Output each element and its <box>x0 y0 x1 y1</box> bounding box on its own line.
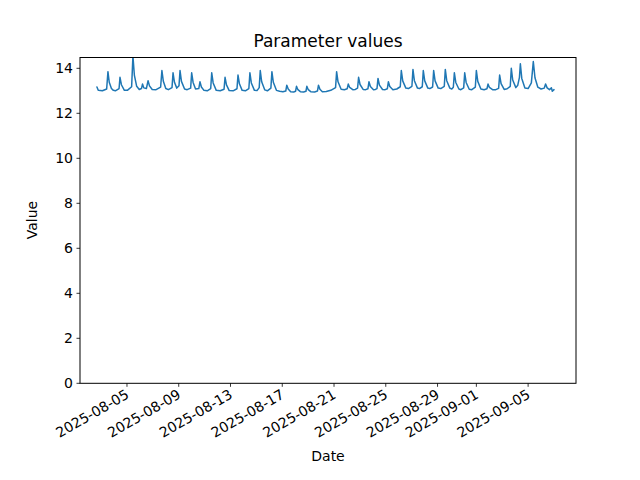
y-tick-label: 4 <box>64 285 73 301</box>
matplotlib-figure: Parameter values Date Value 02468101214 … <box>0 0 640 480</box>
y-tick-label: 6 <box>64 240 73 256</box>
parameter-values-chart: Parameter values Date Value 02468101214 … <box>0 0 640 480</box>
x-axis-label: Date <box>311 448 344 464</box>
y-tick-label: 10 <box>55 150 73 166</box>
chart-title: Parameter values <box>253 31 402 51</box>
plot-area-border <box>80 58 576 384</box>
y-tick-label: 8 <box>64 195 73 211</box>
y-axis-ticks: 0 2 4 6 8 10 12 14 <box>55 60 80 391</box>
data-line-parameter-values <box>97 56 554 92</box>
y-axis-label: Value <box>24 201 40 239</box>
y-tick-label: 2 <box>64 330 73 346</box>
y-tick-label: 14 <box>55 60 73 76</box>
y-tick-label: 0 <box>64 375 73 391</box>
x-axis-ticks: 2025-08-052025-08-092025-08-132025-08-17… <box>53 383 533 440</box>
y-tick-label: 12 <box>55 105 73 121</box>
